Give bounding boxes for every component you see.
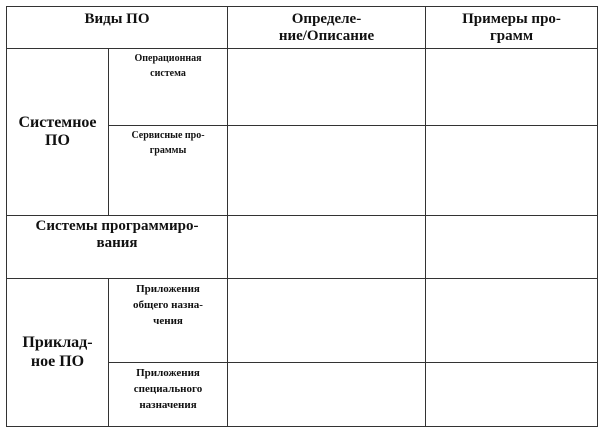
cell-utility-programs: Сервисные про- граммы: [108, 125, 228, 216]
cell-special-definition[interactable]: [227, 362, 426, 427]
header-types-text: Виды ПО: [84, 11, 150, 27]
cell-system-software: Системное ПО: [6, 48, 109, 216]
cell-operating-system: Операционная система: [108, 48, 228, 126]
cell-general-definition[interactable]: [227, 278, 426, 363]
programming-systems-text: Системы программиро- вания: [35, 218, 199, 252]
application-software-text: Приклад- ное ПО: [22, 334, 93, 370]
system-software-text: Системное ПО: [18, 113, 97, 149]
cell-programming-examples[interactable]: [425, 215, 598, 279]
general-apps-text: Приложения общего назна- чения: [133, 283, 203, 327]
cell-os-definition[interactable]: [227, 48, 426, 126]
cell-general-examples[interactable]: [425, 278, 598, 363]
cell-special-examples[interactable]: [425, 362, 598, 427]
operating-system-text: Операционная система: [134, 53, 202, 79]
header-types: Виды ПО: [6, 6, 228, 49]
cell-utility-examples[interactable]: [425, 125, 598, 216]
special-apps-text: Приложения специального назначения: [133, 367, 203, 411]
cell-programming-systems: Системы программиро- вания: [6, 215, 228, 279]
header-examples-text: Примеры про- грамм: [462, 11, 561, 45]
utility-programs-text: Сервисные про- граммы: [131, 130, 205, 156]
cell-utility-definition[interactable]: [227, 125, 426, 216]
cell-general-apps: Приложения общего назна- чения: [108, 278, 228, 363]
header-definition: Определе- ние/Описание: [227, 6, 426, 49]
header-definition-text: Определе- ние/Описание: [278, 11, 375, 45]
header-examples: Примеры про- грамм: [425, 6, 598, 49]
cell-os-examples[interactable]: [425, 48, 598, 126]
cell-application-software: Приклад- ное ПО: [6, 278, 109, 427]
cell-special-apps: Приложения специального назначения: [108, 362, 228, 427]
cell-programming-definition[interactable]: [227, 215, 426, 279]
